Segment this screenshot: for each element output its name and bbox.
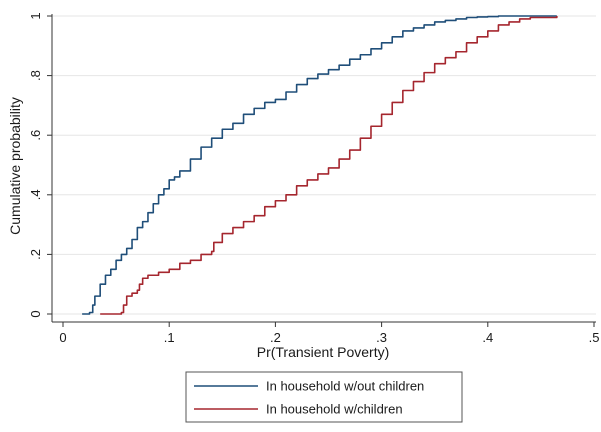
grid-lines xyxy=(52,15,596,315)
y-axis-title: Cumulative probability xyxy=(7,97,23,235)
y-tick-label-2: .4 xyxy=(28,189,43,200)
y-tick-label-1: .2 xyxy=(28,249,43,260)
legend: In household w/out children In household… xyxy=(185,371,463,423)
x-tick-label-2: .2 xyxy=(270,330,281,345)
y-tick-label-5: 1 xyxy=(28,12,43,19)
y-tick-label-4: .8 xyxy=(28,70,43,81)
x-tick-label-1: .1 xyxy=(164,330,175,345)
y-tick-label-3: .6 xyxy=(28,130,43,141)
x-tick-label-4: .4 xyxy=(482,330,493,345)
axes xyxy=(51,14,596,323)
legend-label-without-children: In household w/out children xyxy=(266,379,424,394)
x-tick-label-3: .3 xyxy=(376,330,387,345)
x-tick-label-0: 0 xyxy=(59,330,66,345)
series-line-0 xyxy=(82,15,557,315)
legend-box xyxy=(185,371,463,423)
y-ticks: 0 .2 .4 .6 .8 1 xyxy=(28,12,52,318)
y-tick-label-0: 0 xyxy=(28,310,43,317)
series-lines xyxy=(82,15,558,315)
legend-label-with-children: In household w/children xyxy=(266,402,403,417)
x-axis-title: Pr(Transient Poverty) xyxy=(257,344,390,360)
series-line-1 xyxy=(100,16,558,315)
x-tick-label-5: .5 xyxy=(589,330,600,345)
x-ticks: 0 .1 .2 .3 .4 .5 xyxy=(59,322,599,345)
